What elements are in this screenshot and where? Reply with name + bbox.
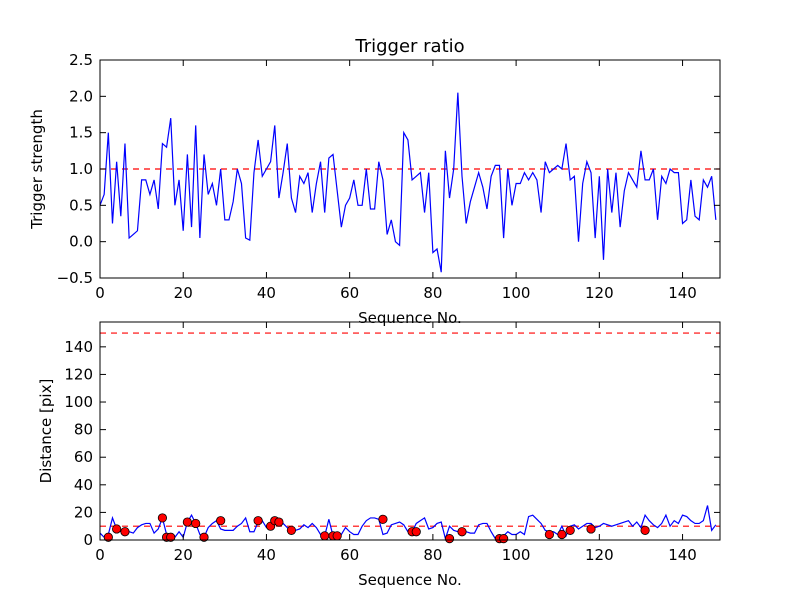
x-tick-label: 120 xyxy=(585,546,614,564)
x-tick-label: 80 xyxy=(423,546,442,564)
data-point xyxy=(120,527,130,537)
data-point xyxy=(320,531,330,541)
data-point xyxy=(157,513,168,523)
data-point xyxy=(640,525,650,535)
x-tick-label: 40 xyxy=(257,284,276,302)
x-tick-label: 20 xyxy=(174,284,193,302)
y-tick-label: −0.5 xyxy=(57,269,93,287)
x-tick-label: 120 xyxy=(585,284,614,302)
x-axis-label: Sequence No. xyxy=(358,571,462,589)
x-tick-label: 100 xyxy=(502,546,531,564)
data-point xyxy=(253,516,263,526)
y-tick-label: 2.5 xyxy=(69,51,93,69)
data-point xyxy=(557,529,567,540)
y-tick-label: 120 xyxy=(64,365,93,383)
trigger-ratio-plot: 0 20 40 60 80 100 120 140 −0.5 0.0 0.5 1.0 1.5 2.0 2.5… xyxy=(28,36,721,327)
data-point xyxy=(199,532,209,542)
y-axis-label: Distance [pix] xyxy=(37,379,55,484)
y-tick-label: 1.5 xyxy=(69,124,93,142)
y-tick-label: 0 xyxy=(83,531,93,549)
data-point xyxy=(332,531,342,541)
data-point xyxy=(103,532,113,542)
x-axis-label: Sequence No. xyxy=(358,309,462,327)
data-point xyxy=(112,524,122,534)
data-point xyxy=(182,517,192,527)
x-tick-label: 140 xyxy=(668,546,697,564)
data-point xyxy=(411,527,421,537)
data-point xyxy=(216,516,226,526)
y-axis-label: Trigger strength xyxy=(28,109,46,230)
series-line xyxy=(100,92,717,273)
x-tick-label: 140 xyxy=(668,284,697,302)
data-point xyxy=(166,532,176,542)
x-tick-label: 60 xyxy=(340,546,359,564)
data-point xyxy=(457,527,467,537)
axes-frame xyxy=(99,321,721,541)
y-tick-label: 140 xyxy=(64,338,93,356)
y-tick-label: 0.0 xyxy=(69,233,93,251)
x-tick-label: 0 xyxy=(95,284,105,302)
distance-plot: 0 20 40 60 80 100 120 140 0 20 40 60 80 100 120 140 Sequ… xyxy=(37,321,721,589)
data-point xyxy=(191,518,201,529)
y-tick-label: 2.0 xyxy=(69,87,93,105)
data-point xyxy=(444,534,455,544)
y-tick-label: 0.5 xyxy=(69,196,93,214)
x-tick-label: 60 xyxy=(340,284,359,302)
x-tick-label: 100 xyxy=(502,284,531,302)
data-point xyxy=(544,529,554,540)
y-tick-label: 100 xyxy=(64,393,93,411)
y-tick-label: 40 xyxy=(74,476,93,494)
data-point xyxy=(274,517,284,527)
chart-title: Trigger ratio xyxy=(354,36,464,57)
x-tick-label: 20 xyxy=(174,546,193,564)
y-tick-label: 80 xyxy=(74,421,93,439)
x-tick-label: 80 xyxy=(423,284,442,302)
data-point xyxy=(378,514,388,524)
y-tick-label: 1.0 xyxy=(69,160,93,178)
y-tick-label: 20 xyxy=(74,503,93,521)
x-tick-label: 40 xyxy=(257,546,276,564)
data-point xyxy=(565,525,575,535)
data-point xyxy=(586,524,596,534)
x-tick-label: 0 xyxy=(95,546,105,564)
data-point xyxy=(286,525,297,535)
data-point xyxy=(499,534,509,544)
y-tick-label: 60 xyxy=(74,448,93,466)
